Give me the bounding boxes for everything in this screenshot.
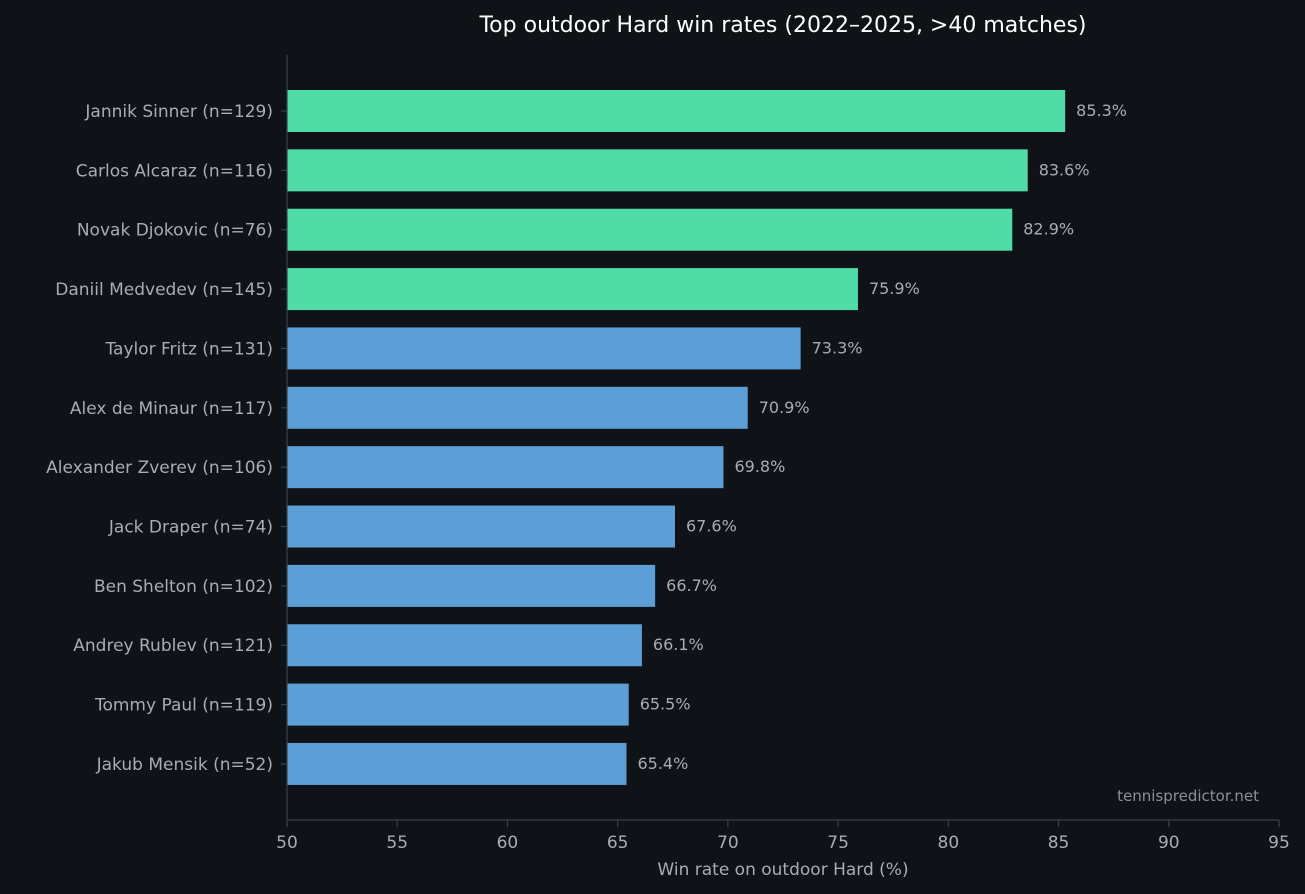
x-tick-label: 80 — [938, 833, 960, 853]
value-labels: 85.3% 83.6% 82.9% 75.9% 73.3% 70.9% 69.8% 67.6%… — [637, 101, 1127, 773]
bar — [287, 564, 656, 607]
value-label: 69.8% — [734, 457, 785, 476]
category-label: Daniil Medvedev (n=145) — [55, 280, 273, 300]
x-axis-ticks: 50 55 60 65 70 75 80 85 90 95 — [276, 820, 1290, 853]
x-tick-label: 60 — [497, 833, 519, 853]
value-label: 85.3% — [1076, 101, 1127, 120]
x-tick-label: 50 — [276, 833, 298, 853]
value-label: 73.3% — [812, 338, 863, 357]
bar — [287, 505, 675, 548]
x-tick-label: 70 — [717, 833, 739, 853]
x-tick-label: 90 — [1158, 833, 1180, 853]
x-tick-label: 75 — [827, 833, 849, 853]
bar — [287, 742, 627, 785]
x-tick-label: 85 — [1048, 833, 1070, 853]
bar — [287, 386, 748, 429]
value-label: 82.9% — [1023, 220, 1074, 239]
value-label: 66.7% — [666, 576, 717, 595]
category-label: Alexander Zverev (n=106) — [46, 458, 273, 478]
category-label: Ben Shelton (n=102) — [94, 577, 273, 597]
value-label: 66.1% — [653, 635, 704, 654]
value-label: 83.6% — [1039, 160, 1090, 179]
watermark: tennispredictor.net — [1117, 787, 1259, 805]
value-label: 65.5% — [640, 695, 691, 714]
x-tick-label: 55 — [386, 833, 408, 853]
category-label: Tommy Paul (n=119) — [94, 696, 273, 716]
category-label: Jack Draper (n=74) — [108, 518, 273, 538]
category-label: Andrey Rublev (n=121) — [73, 636, 273, 656]
x-tick-label: 65 — [607, 833, 629, 853]
bar — [287, 683, 629, 726]
category-label: Taylor Fritz (n=131) — [104, 339, 273, 359]
x-tick-label: 95 — [1268, 833, 1290, 853]
bar — [287, 327, 801, 370]
bar — [287, 268, 858, 311]
bar — [287, 149, 1028, 192]
value-label: 70.9% — [759, 398, 810, 417]
category-label: Jakub Mensik (n=52) — [96, 755, 273, 775]
bar — [287, 208, 1013, 251]
category-label: Novak Djokovic (n=76) — [77, 221, 273, 241]
x-axis-label: Win rate on outdoor Hard (%) — [657, 860, 908, 880]
bar — [287, 446, 724, 489]
bar — [287, 624, 642, 667]
bar — [287, 90, 1066, 132]
category-label: Carlos Alcaraz (n=116) — [76, 161, 273, 181]
chart-title: Top outdoor Hard win rates (2022–2025, >… — [478, 13, 1086, 38]
category-label: Alex de Minaur (n=117) — [70, 399, 273, 419]
bars-group — [287, 90, 1066, 785]
category-labels: Jannik Sinner (n=129) Carlos Alcaraz (n=1… — [46, 102, 287, 775]
value-label: 67.6% — [686, 517, 737, 536]
category-label: Jannik Sinner (n=129) — [84, 102, 273, 122]
value-label: 75.9% — [869, 279, 920, 298]
value-label: 65.4% — [637, 754, 688, 773]
